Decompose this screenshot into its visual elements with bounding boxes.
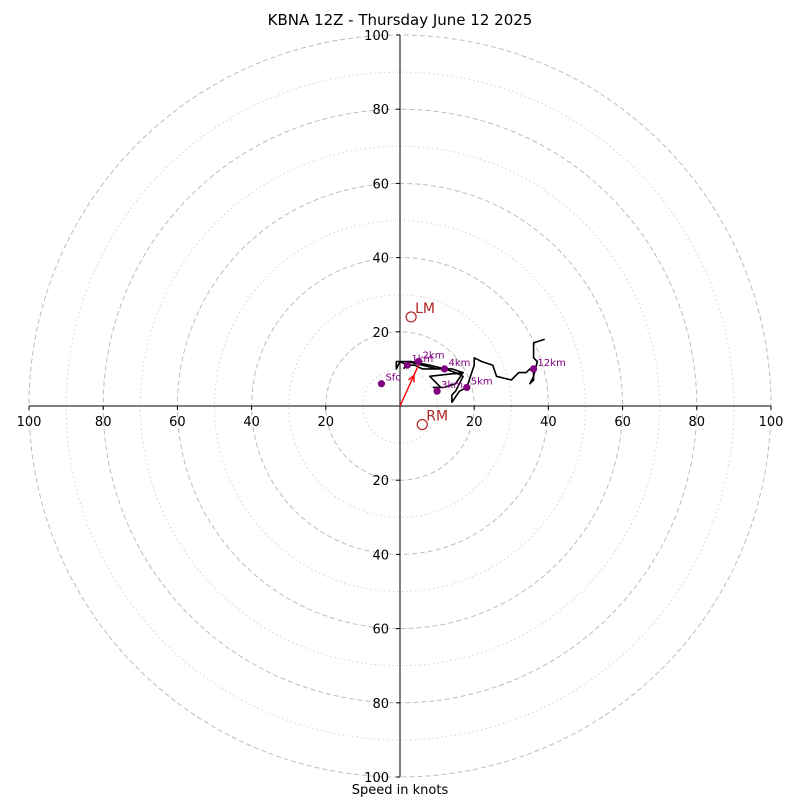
y-tick-label: 80 bbox=[372, 103, 389, 118]
y-tick-label: 60 bbox=[372, 177, 389, 192]
level-label-12km: 12km bbox=[538, 358, 566, 369]
hodograph-trace-group bbox=[395, 338, 545, 404]
mean-wind-vector bbox=[399, 364, 420, 407]
level-label-4km: 4km bbox=[449, 358, 471, 369]
level-point-5km bbox=[463, 383, 471, 392]
y-tick-label: 20 bbox=[372, 326, 389, 341]
y-tick-label: 80 bbox=[372, 697, 389, 712]
level-label-sfc: Sfc bbox=[385, 373, 400, 384]
storm-motion-rm-label: RM bbox=[426, 409, 448, 425]
y-tick-label: 40 bbox=[372, 548, 389, 563]
level-label-2km: 2km bbox=[423, 350, 445, 361]
y-tick-label: 40 bbox=[372, 252, 389, 267]
level-point-2km bbox=[414, 357, 423, 366]
level-label-5km: 5km bbox=[471, 376, 493, 387]
tick-labels: 100 80 60 40 20 20 40 60 80 100 20 40 60 80 100 20 40 60 8… bbox=[17, 29, 784, 786]
level-point-1km bbox=[403, 361, 412, 369]
level-label-1km: 1km bbox=[411, 354, 433, 365]
chart-title: KBNA 12Z - Thursday June 12 2025 bbox=[267, 11, 533, 29]
y-tick-label: 100 bbox=[364, 771, 389, 786]
storm-motion-lm-label: LM bbox=[415, 301, 435, 317]
x-tick-label: 20 bbox=[466, 415, 483, 430]
y-tick-label: 100 bbox=[364, 29, 389, 44]
x-tick-label: 40 bbox=[243, 415, 260, 430]
x-tick-label: 80 bbox=[95, 415, 112, 430]
x-tick-label: 100 bbox=[17, 415, 42, 430]
x-tick-label: 40 bbox=[540, 415, 557, 430]
level-label-3km: 3km bbox=[441, 380, 463, 391]
storm-motion-rm-marker bbox=[416, 418, 428, 431]
level-point-4km bbox=[440, 365, 449, 373]
x-tick-label: 20 bbox=[318, 415, 335, 430]
mean-wind-arrowhead bbox=[408, 373, 415, 383]
storm-motion-lm-marker bbox=[405, 311, 417, 323]
level-point-3km bbox=[433, 387, 441, 395]
storm-motion-markers: LM RM bbox=[405, 301, 448, 431]
hodograph-trace bbox=[395, 338, 545, 404]
mean-wind-vector-group bbox=[399, 364, 420, 407]
y-tick-label: 60 bbox=[372, 623, 389, 638]
level-point-sfc bbox=[377, 380, 386, 388]
x-tick-label: 80 bbox=[689, 415, 706, 430]
x-tick-label: 60 bbox=[169, 415, 186, 430]
y-tick-label: 20 bbox=[372, 474, 389, 489]
x-tick-label: 100 bbox=[759, 415, 784, 430]
level-point-12km bbox=[529, 365, 538, 373]
x-axis-label: Speed in knots bbox=[351, 783, 449, 798]
x-tick-label: 60 bbox=[614, 415, 631, 430]
